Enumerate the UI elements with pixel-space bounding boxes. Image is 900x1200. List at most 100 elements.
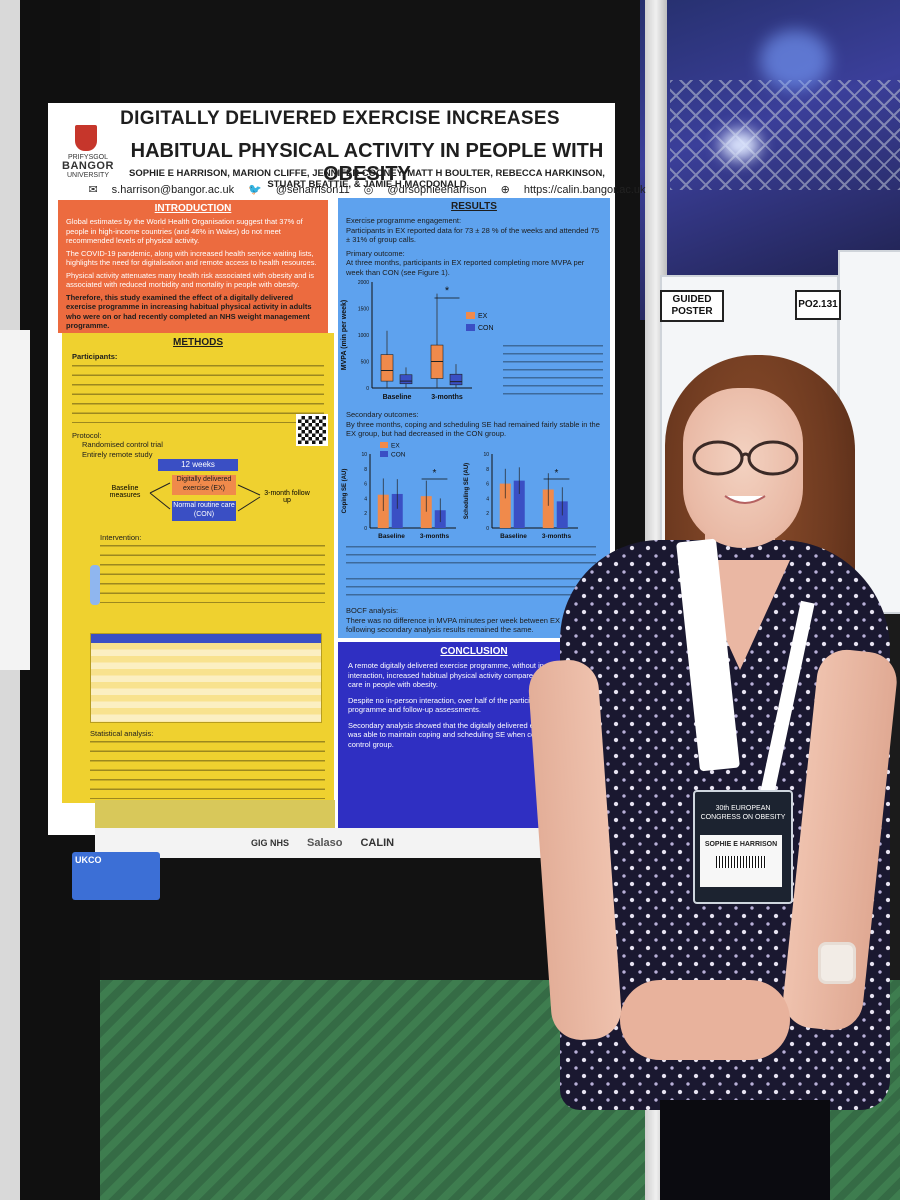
intro-aim: Therefore, this study examined the effec… — [66, 292, 312, 331]
baseline-label: Baseline measures — [109, 485, 141, 499]
poster-number-label: PO2.131 — [795, 290, 841, 320]
ukco-label: UKCO — [75, 855, 102, 865]
presenter-smile — [724, 495, 766, 504]
stage-light — [720, 130, 760, 160]
y-tick-label: 6 — [364, 482, 367, 488]
y-tick-label: 0 — [486, 526, 489, 532]
methods-heading: METHODS — [173, 337, 223, 348]
bar-con — [391, 493, 403, 528]
bar-ex — [499, 483, 511, 528]
text-placeholder — [72, 364, 324, 423]
presenter-hands — [620, 980, 790, 1060]
intro-bullet: Physical activity attenuates many health… — [66, 270, 315, 290]
followup-label: 3-month follow up — [264, 490, 310, 504]
bar-ex — [420, 496, 432, 528]
y-tick-label: 0 — [366, 386, 369, 392]
primary-label: Primary outcome: — [346, 248, 405, 258]
instagram-handle: @drsophieeharrison — [387, 183, 487, 196]
scheduling-se-bar-chart: 0 2 4 6 8 10 Scheduling SE (AU) Baseline 3-month… — [464, 452, 578, 540]
results-heading: RESULTS — [451, 201, 497, 212]
secondary-text: By three months, coping and scheduling S… — [346, 419, 600, 439]
y-tick-label: 6 — [486, 482, 489, 488]
y-tick-label: 8 — [486, 467, 489, 473]
legend-swatch — [380, 451, 388, 457]
mvpa-box-plot: 0 500 1000 1500 2000 MVPA (min per week) Basel… — [341, 280, 494, 401]
primary-text: At three months, participants in EX repo… — [346, 258, 585, 277]
significance-marker: * — [555, 468, 559, 479]
references — [95, 800, 335, 828]
x-tick-label: 3-months — [431, 394, 463, 401]
bar-ex — [377, 494, 389, 528]
conclusion-body: A remote digitally delivered exercise pr… — [338, 657, 610, 753]
neighbour-poster — [0, 330, 30, 670]
bangor-logo-text: PRIFYSGOL BANGOR UNIVERSITY — [62, 153, 114, 180]
text-placeholder — [346, 578, 596, 602]
y-tick-label: 1500 — [358, 307, 369, 313]
con-group-box: Normal routine care (CON) — [172, 501, 236, 521]
poster-authors: SOPHIE E HARRISON, MARION CLIFFE, JENNIF… — [129, 168, 605, 190]
y-axis-label: Scheduling SE (AU) — [464, 463, 470, 519]
y-tick-label: 2 — [364, 511, 367, 517]
y-tick-label: 10 — [483, 452, 489, 458]
significance-marker: * — [433, 468, 437, 479]
box-con — [399, 374, 413, 385]
significance-marker: * — [445, 285, 450, 297]
coping-se-bar-chart: 0 2 4 6 8 10 Coping SE (AU) Baseline 3-months * EX… — [342, 442, 456, 540]
poster-title-line2: HABITUAL PHYSICAL ACTIVITY IN PEOPLE WIT… — [130, 140, 604, 185]
legend-label: CON — [391, 452, 406, 459]
stat-label: Statistical analysis: — [90, 729, 154, 738]
x-tick-label: Baseline — [378, 533, 405, 540]
intro-bullet: Global estimates by the World Health Org… — [66, 217, 303, 245]
bar-ex — [542, 489, 554, 528]
y-tick-label: 4 — [486, 496, 489, 502]
conclusion-point: Despite no in-person interaction, over h… — [348, 695, 598, 715]
logo-bangor: BANGOR — [62, 160, 114, 172]
lighting-truss — [670, 80, 900, 190]
y-tick-label: 1000 — [358, 333, 369, 339]
gig-nhs-logo: GIG NHS — [251, 838, 290, 848]
intro-bullet: The COVID-19 pandemic, along with increa… — [66, 248, 317, 268]
results-body: Exercise programme engagement: Participa… — [338, 212, 610, 281]
email-text: s.harrison@bangor.ac.uk — [111, 183, 235, 196]
bangor-shield-icon — [75, 125, 97, 151]
smart-watch — [818, 942, 856, 984]
legend-label: EX — [391, 443, 400, 450]
poster-title-line1: DIGITALLY DELIVERED EXERCISE INCREASES — [120, 108, 560, 129]
weeks-banner: 12 weeks — [158, 459, 238, 471]
ukco-card: UKCO — [72, 852, 160, 900]
logo-university: UNIVERSITY — [66, 172, 109, 179]
y-tick-label: 4 — [364, 496, 367, 502]
secondary-label: Secondary outcomes: — [346, 410, 419, 419]
bocf-block: BOCF analysis: There was no difference i… — [346, 578, 596, 635]
intervention-block: Intervention: — [100, 533, 325, 603]
protocol-item: Randomised control trial — [82, 440, 163, 449]
engagement-label: Exercise programme engagement: — [346, 216, 462, 225]
stage-light — [760, 30, 830, 90]
conclusion-point: A remote digitally delivered exercise pr… — [348, 661, 596, 689]
poster-contacts: ✉ s.harrison@bangor.ac.uk 🐦 @seharrison1… — [88, 183, 645, 197]
flow-arrows — [149, 482, 261, 512]
badge-congress-text: 30th EUROPEAN CONGRESS ON OBESITY — [700, 805, 786, 821]
poster-footer-logos: GIG NHS Salaso CALIN — [95, 828, 615, 858]
presenter-legs — [660, 1100, 830, 1200]
presenter-face — [683, 388, 803, 548]
introduction-section: INTRODUCTION Global estimates by the Wor… — [58, 200, 328, 333]
x-tick-label: Baseline — [383, 394, 412, 401]
methods-body: Participants: Protocol: Randomised contr… — [62, 348, 334, 463]
instagram-icon: ◎ — [363, 184, 374, 196]
twitter-icon: 🐦 — [248, 184, 262, 196]
website-text: https://calin.bangor.ac.uk — [523, 183, 646, 196]
engagement-text: Participants in EX reported data for 73 … — [346, 225, 600, 245]
x-tick-label: Baseline — [500, 533, 527, 540]
outcome-table — [90, 633, 322, 723]
globe-icon: ⊕ — [500, 184, 510, 196]
bocf-text: There was no difference in MVPA minutes … — [346, 615, 594, 635]
table-header — [91, 634, 321, 643]
protocol-label: Protocol: — [72, 430, 102, 440]
participants-label: Participants: — [72, 352, 118, 361]
ex-group-box: Digitally delivered exercise (EX) — [172, 475, 236, 495]
logo-prifysgol: PRIFYSGOL — [67, 154, 109, 161]
badge-name-panel: SOPHIE E HARRISON — [700, 835, 782, 887]
participant-illustration — [90, 565, 100, 605]
legend-swatch — [466, 324, 475, 331]
